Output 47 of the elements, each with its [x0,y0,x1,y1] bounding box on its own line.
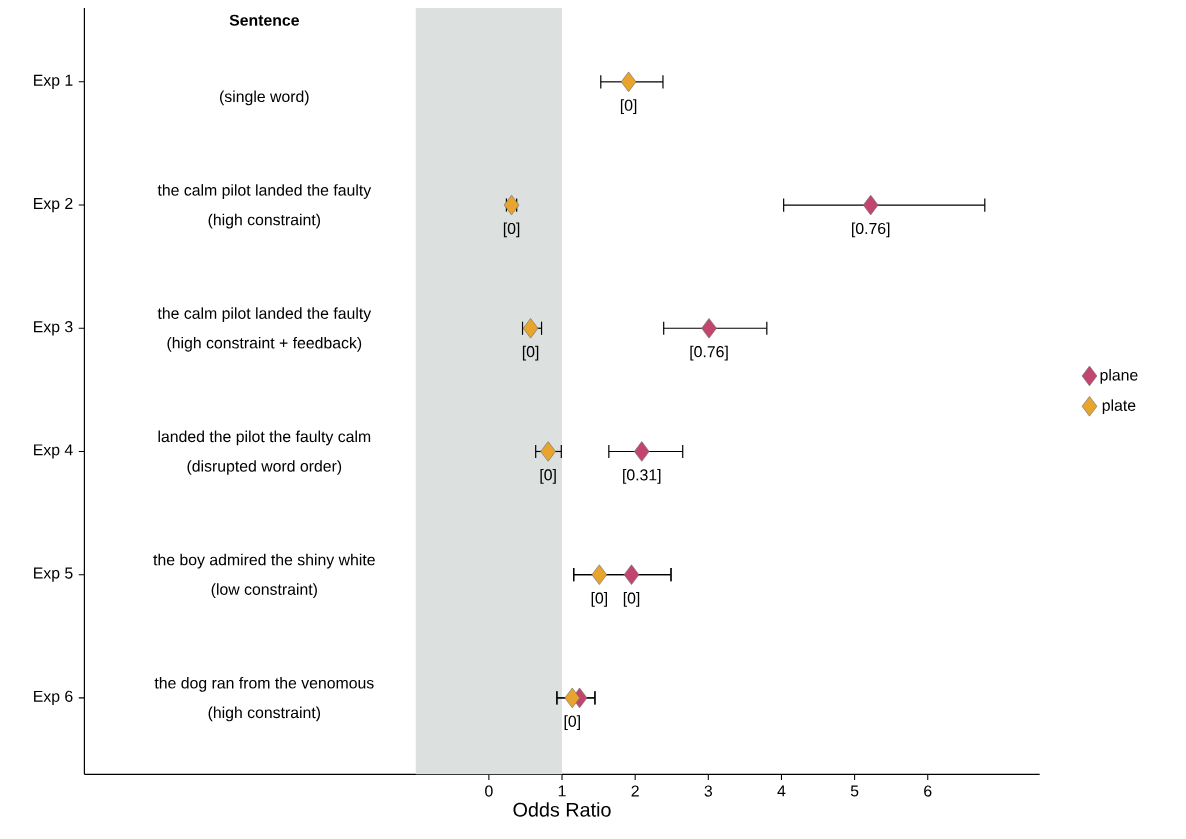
legend-label: plane [1100,369,1138,384]
annotation: [0] [620,99,637,115]
annotation: the dog ran from the venomous [154,677,374,692]
annotation: (disrupted word order) [187,460,342,476]
annotation: [0] [623,592,640,608]
annotation: [0] [522,345,539,361]
y-tick-label: Exp 1 [34,74,73,90]
annotation: landed the pilot the faulty calm [158,430,371,446]
point [620,71,637,93]
annotation: (high constraint) [208,706,321,722]
point [540,441,556,462]
annotation: (high constraint + feedback) [167,337,362,352]
annotation: the calm pilot landed the faulty [157,307,372,323]
annotation: (single word) [220,90,309,106]
annotation: the boy admired the shiny white [153,553,375,569]
point [522,318,539,339]
annotation: Sentence [229,14,299,27]
x-axis-title: Odds Ratio [513,802,611,817]
y-tick-label: Exp 3 [34,321,73,336]
x-tick-label: 0 [485,785,493,797]
annotation: [0] [564,715,580,731]
legend-label: plate [1102,399,1136,415]
point [564,687,581,709]
annotation: (low constraint) [211,583,317,599]
annotation: [0] [503,222,520,238]
y-tick-label: Exp 2 [34,198,73,213]
point [701,318,717,339]
x-tick-label: 1 [558,785,566,797]
y-tick-label: Exp 5 [34,567,73,582]
point [623,564,640,586]
annotation: [0] [540,469,556,484]
x-tick-label: 2 [631,785,639,797]
y-tick-label: Exp 6 [34,690,73,706]
annotation: [0.76] [852,222,890,238]
annotation: [0.76] [690,345,728,361]
annotation: [0.31] [623,469,661,484]
point [591,564,608,586]
x-tick-label: 3 [704,785,713,797]
x-tick-label: 5 [850,785,859,797]
annotation: (high constraint) [208,213,321,229]
point [634,441,650,462]
x-tick-label: 6 [924,785,932,797]
annotation: the calm pilot landed the faulty [157,184,372,200]
y-tick-label: Exp 4 [34,444,73,459]
x-tick-label: 4 [777,785,786,797]
point [862,195,879,216]
annotation: [0] [591,592,607,608]
